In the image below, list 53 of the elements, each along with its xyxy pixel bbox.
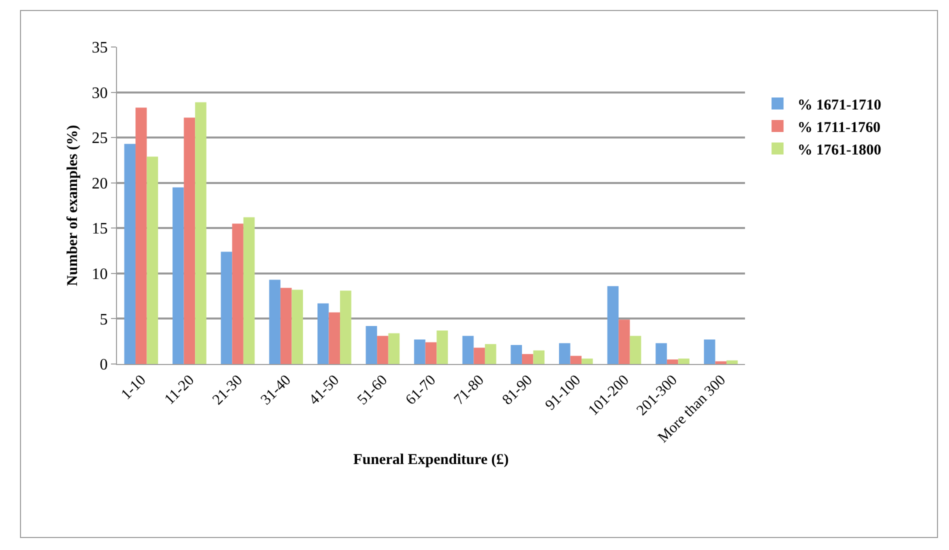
bar <box>280 288 292 364</box>
legend-label: % 1761-1800 <box>798 142 882 158</box>
bar <box>678 358 690 364</box>
y-tick-label: 0 <box>100 356 108 374</box>
bar <box>292 290 303 364</box>
bar <box>436 330 448 364</box>
bar <box>195 102 206 364</box>
bar <box>656 343 667 364</box>
bar <box>533 350 545 364</box>
bar <box>522 354 534 364</box>
bar <box>328 312 340 364</box>
bar <box>243 217 255 364</box>
legend-label: % 1711-1760 <box>798 120 880 136</box>
bar <box>474 348 485 364</box>
y-tick-label: 30 <box>92 84 108 102</box>
bar <box>618 320 630 364</box>
bar <box>388 333 400 364</box>
bar <box>377 336 388 364</box>
x-tick-label: 1-10 <box>118 372 150 404</box>
y-tick-label: 20 <box>92 175 108 192</box>
y-tick-label: 5 <box>100 311 108 328</box>
bar <box>414 340 426 364</box>
bar <box>607 286 619 364</box>
bar <box>220 252 232 364</box>
bar <box>232 224 244 364</box>
bar <box>146 156 158 364</box>
bar <box>425 342 437 364</box>
y-tick-label: 10 <box>92 266 108 284</box>
bar <box>559 343 570 364</box>
y-axis-title: Number of examples (%) <box>65 125 82 286</box>
bar <box>704 340 716 364</box>
legend-label: % 1671-1710 <box>798 97 882 114</box>
bar <box>484 344 496 364</box>
x-axis-title: Funeral Expenditure (£) <box>353 452 509 468</box>
bar <box>317 303 329 364</box>
bar <box>366 326 378 364</box>
bar <box>124 144 136 364</box>
bar <box>269 280 280 364</box>
bar <box>462 336 474 364</box>
bar <box>715 361 726 364</box>
bar <box>136 108 147 364</box>
bar <box>510 344 522 364</box>
y-tick-label: 25 <box>92 130 108 148</box>
y-tick-label: 35 <box>92 40 108 57</box>
bar <box>726 360 738 364</box>
bar <box>666 359 678 364</box>
bar <box>570 356 582 364</box>
bar <box>340 290 352 364</box>
bar <box>172 187 184 364</box>
bar <box>630 336 642 364</box>
bar <box>184 118 196 364</box>
bar <box>582 358 593 364</box>
y-tick-label: 15 <box>92 220 108 238</box>
